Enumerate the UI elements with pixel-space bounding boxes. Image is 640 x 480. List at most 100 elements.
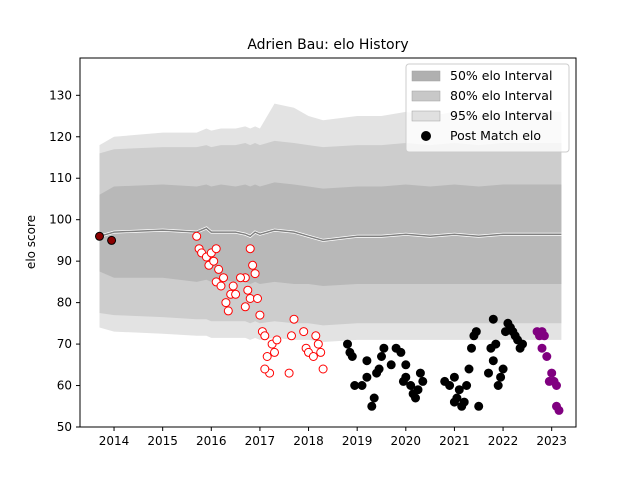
data-point bbox=[253, 294, 262, 303]
data-point bbox=[401, 360, 411, 370]
data-point bbox=[223, 306, 233, 316]
data-point bbox=[401, 372, 411, 382]
x-tick-label: 2018 bbox=[293, 434, 324, 448]
data-point bbox=[418, 376, 428, 386]
data-point bbox=[369, 393, 379, 403]
data-point bbox=[289, 314, 299, 324]
data-point bbox=[236, 273, 245, 283]
data-point bbox=[449, 372, 459, 382]
data-point bbox=[518, 339, 527, 349]
data-point bbox=[547, 368, 557, 378]
x-tick-label: 2020 bbox=[391, 434, 422, 448]
legend-swatch bbox=[411, 90, 441, 102]
data-point bbox=[552, 381, 561, 390]
x-tick-label: 2021 bbox=[439, 434, 470, 448]
y-tick-label: 90 bbox=[57, 254, 72, 268]
data-point bbox=[107, 235, 117, 245]
data-point bbox=[542, 352, 552, 361]
data-point bbox=[377, 352, 386, 361]
x-tick-label: 2014 bbox=[99, 434, 130, 448]
legend-swatch bbox=[411, 70, 441, 82]
data-point bbox=[345, 347, 355, 357]
data-point bbox=[454, 385, 464, 395]
data-point bbox=[462, 381, 472, 390]
post-match-points bbox=[95, 231, 564, 415]
data-point bbox=[221, 298, 231, 308]
data-point bbox=[311, 331, 321, 341]
data-point bbox=[248, 260, 258, 270]
data-point bbox=[231, 289, 241, 299]
data-point bbox=[316, 347, 326, 357]
data-point bbox=[260, 364, 270, 374]
data-point bbox=[362, 372, 372, 382]
y-tick-label: 60 bbox=[57, 379, 72, 393]
data-point bbox=[228, 281, 238, 291]
data-point bbox=[209, 256, 219, 266]
data-point bbox=[211, 244, 221, 254]
data-point bbox=[445, 381, 455, 390]
median-elo-line bbox=[99, 226, 562, 242]
data-point bbox=[343, 339, 352, 349]
data-point bbox=[284, 368, 294, 378]
data-point bbox=[379, 343, 389, 353]
data-point bbox=[491, 339, 501, 349]
data-point bbox=[260, 331, 270, 341]
data-point bbox=[406, 381, 416, 390]
legend-box bbox=[405, 63, 570, 153]
plot-frame bbox=[79, 57, 577, 428]
data-point bbox=[411, 393, 420, 403]
y-tick-label: 100 bbox=[49, 213, 72, 227]
x-tick-label: 2015 bbox=[147, 434, 178, 448]
legend-label: 80% elo Interval bbox=[450, 88, 552, 103]
data-point bbox=[498, 364, 508, 374]
data-point bbox=[308, 352, 318, 361]
data-point bbox=[216, 281, 226, 291]
y-tick-label: 50 bbox=[57, 420, 72, 434]
data-point bbox=[386, 360, 396, 370]
y-tick-label: 130 bbox=[49, 88, 72, 102]
legend: 50% elo Interval 80% elo Interval 95% elo … bbox=[405, 63, 570, 153]
data-point bbox=[250, 269, 260, 279]
data-point bbox=[493, 381, 503, 390]
data-point bbox=[488, 314, 498, 324]
data-point bbox=[474, 401, 484, 411]
x-tick-label: 2016 bbox=[196, 434, 227, 448]
data-point bbox=[214, 264, 224, 274]
data-point bbox=[464, 364, 474, 374]
data-point bbox=[350, 381, 360, 390]
data-point bbox=[374, 364, 384, 374]
data-point bbox=[413, 385, 423, 395]
y-tick-label: 70 bbox=[57, 337, 72, 351]
legend-swatch bbox=[411, 110, 441, 122]
data-point bbox=[539, 331, 549, 341]
data-point bbox=[537, 343, 547, 353]
data-point bbox=[219, 273, 228, 283]
data-point bbox=[396, 347, 406, 357]
data-point bbox=[243, 285, 253, 295]
x-tick-label: 2022 bbox=[488, 434, 519, 448]
legend-label: 95% elo Interval bbox=[450, 108, 552, 123]
data-point bbox=[467, 343, 476, 353]
y-tick-label: 110 bbox=[49, 171, 72, 185]
data-point bbox=[471, 327, 481, 337]
y-axis: 50 60 70 80 90 100 110 120 130 bbox=[49, 88, 80, 434]
data-point bbox=[272, 335, 282, 345]
data-point bbox=[554, 405, 564, 415]
data-point bbox=[318, 364, 328, 374]
data-point bbox=[192, 231, 202, 241]
y-tick-label: 120 bbox=[49, 130, 72, 144]
data-point bbox=[240, 302, 250, 312]
data-point bbox=[415, 368, 425, 378]
data-point bbox=[313, 339, 323, 349]
data-point bbox=[488, 356, 498, 366]
legend-marker bbox=[421, 131, 431, 141]
y-axis-label: elo score bbox=[24, 215, 38, 269]
data-point bbox=[255, 310, 265, 320]
data-point bbox=[459, 397, 469, 407]
x-tick-label: 2017 bbox=[245, 434, 276, 448]
median-line bbox=[99, 227, 562, 242]
x-axis: 2014 2015 2016 2017 2018 2019 2020 2021 2022 2023 bbox=[99, 427, 567, 448]
legend-label: 50% elo Interval bbox=[450, 68, 552, 83]
data-point bbox=[287, 331, 296, 341]
